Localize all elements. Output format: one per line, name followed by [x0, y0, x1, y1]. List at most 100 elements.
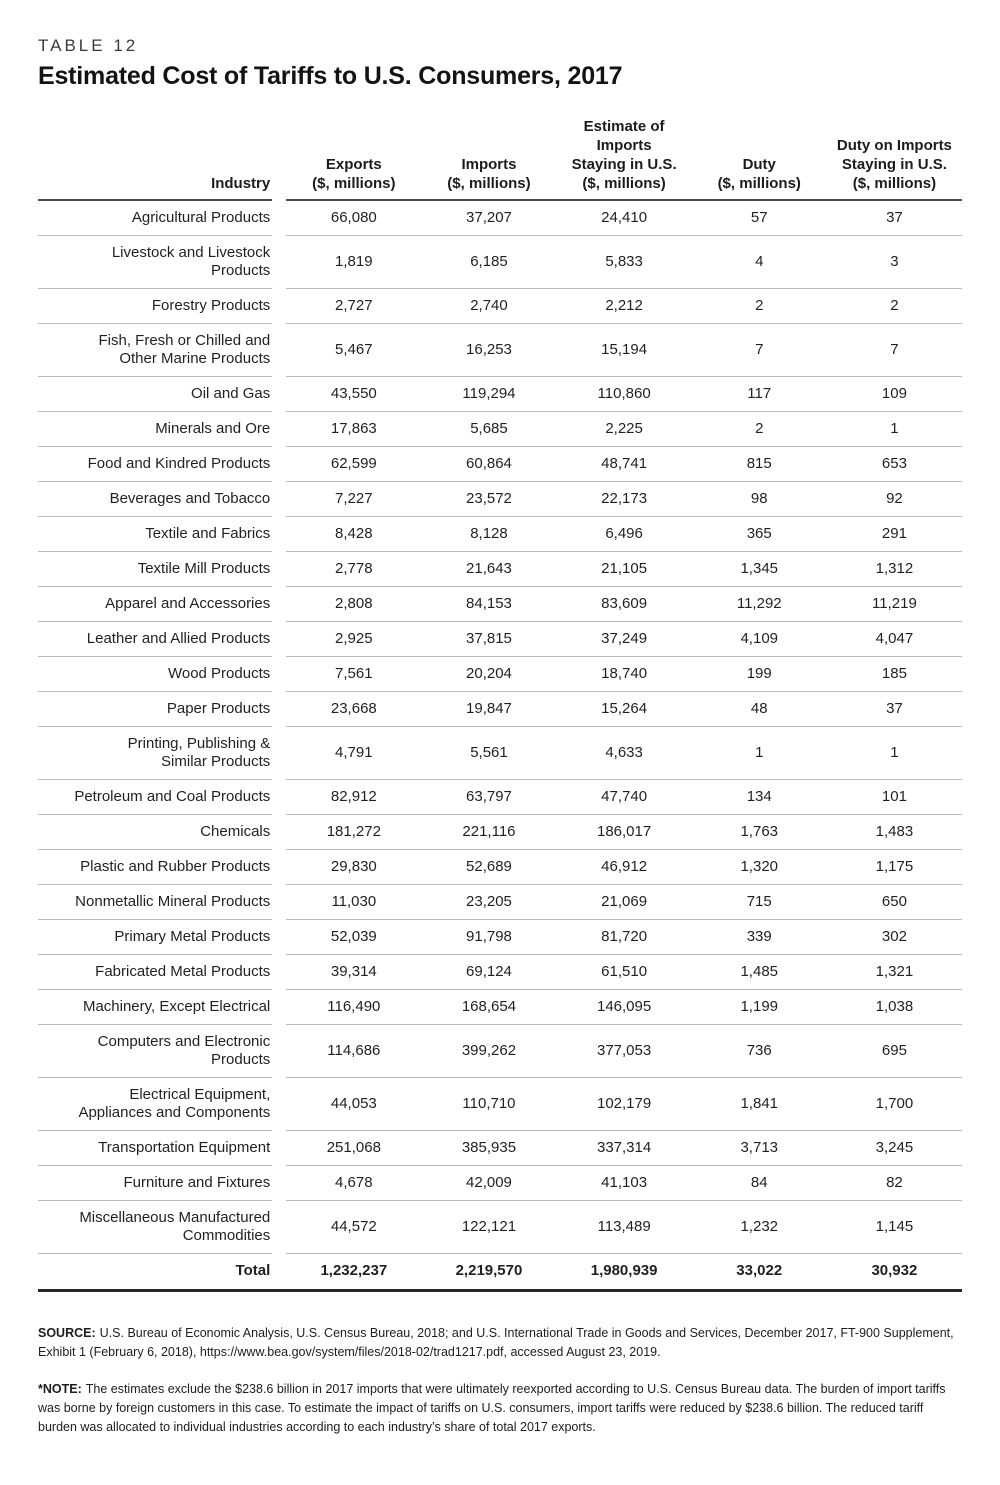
value-cell: 377,053: [556, 1024, 692, 1078]
value-cell: 2,808: [286, 586, 422, 622]
value-cell: 39,314: [286, 954, 422, 990]
value-cell: 653: [826, 446, 962, 482]
industry-cell: Petroleum and Coal Products: [38, 779, 273, 815]
industry-cell: Computers and Electronic Products: [38, 1024, 273, 1078]
value-cell: 385,935: [421, 1130, 557, 1166]
industry-cell: Textile Mill Products: [38, 551, 273, 587]
value-cell: 82: [826, 1165, 962, 1201]
table-row: Textile and Fabrics 8,428 8,128 6,496 365 291: [38, 516, 962, 552]
table-row: Leather and Allied Products 2,925 37,815 37…: [38, 621, 962, 657]
value-cell: 1,819: [286, 235, 422, 289]
value-cell: 5,467: [286, 323, 422, 377]
table-row: Wood Products 7,561 20,204 18,740 199 185: [38, 656, 962, 692]
value-cell: 4: [691, 235, 827, 289]
industry-cell: Textile and Fabrics: [38, 516, 273, 552]
value-cell: 736: [691, 1024, 827, 1078]
value-cell: 3,713: [691, 1130, 827, 1166]
value-cell: 339: [691, 919, 827, 955]
footnotes: SOURCE: U.S. Bureau of Economic Analysis,…: [38, 1324, 962, 1437]
source-text: U.S. Bureau of Economic Analysis, U.S. C…: [38, 1326, 954, 1359]
table-row: Fish, Fresh or Chilled and Other Marine …: [38, 323, 962, 377]
value-cell: 1,312: [826, 551, 962, 587]
value-cell: 63,797: [421, 779, 557, 815]
value-cell: 2,225: [556, 411, 692, 447]
industry-cell: Plastic and Rubber Products: [38, 849, 273, 885]
value-cell: 134: [691, 779, 827, 815]
column-gap: [272, 482, 286, 517]
industry-cell: Food and Kindred Products: [38, 446, 273, 482]
value-cell: 221,116: [421, 814, 557, 850]
value-cell: 110,860: [556, 376, 692, 412]
total-row: Total 1,232,237 2,219,570 1,980,939 33,0…: [38, 1253, 962, 1292]
table-row: Transportation Equipment 251,068 385,935 33…: [38, 1130, 962, 1166]
table-footer: Total 1,232,237 2,219,570 1,980,939 33,0…: [38, 1253, 962, 1292]
table-row: Chemicals 181,272 221,116 186,017 1,763 1,483: [38, 814, 962, 850]
value-cell: 62,599: [286, 446, 422, 482]
table-row: Miscellaneous Manufactured Commodities 44…: [38, 1200, 962, 1254]
column-header-industry: Industry: [38, 117, 273, 201]
value-cell: 715: [691, 884, 827, 920]
value-cell: 7,561: [286, 656, 422, 692]
note-label: *NOTE:: [38, 1382, 82, 1396]
value-cell: 42,009: [421, 1165, 557, 1201]
value-cell: 66,080: [286, 200, 422, 236]
value-cell: 21,069: [556, 884, 692, 920]
value-cell: 23,668: [286, 691, 422, 727]
value-cell: 2: [691, 288, 827, 324]
column-gap: [272, 1201, 286, 1254]
value-cell: 1,485: [691, 954, 827, 990]
column-gap: [272, 1166, 286, 1201]
value-cell: 3,245: [826, 1130, 962, 1166]
value-cell: 21,105: [556, 551, 692, 587]
total-label: Total: [38, 1253, 273, 1292]
column-gap: [272, 780, 286, 815]
column-header-duty-imports-staying: Duty on Imports Staying in U.S. ($, mill…: [826, 117, 962, 201]
column-gap: [272, 885, 286, 920]
value-cell: 186,017: [556, 814, 692, 850]
total-duty-imports-staying: 30,932: [826, 1253, 962, 1292]
table-row: Apparel and Accessories 2,808 84,153 83,609…: [38, 586, 962, 622]
value-cell: 44,053: [286, 1077, 422, 1131]
value-cell: 4,791: [286, 726, 422, 780]
table-number-label: TABLE 12: [38, 36, 139, 55]
value-cell: 181,272: [286, 814, 422, 850]
value-cell: 81,720: [556, 919, 692, 955]
value-cell: 1,763: [691, 814, 827, 850]
column-gap: [272, 200, 286, 236]
value-cell: 84: [691, 1165, 827, 1201]
industry-cell: Paper Products: [38, 691, 273, 727]
value-cell: 116,490: [286, 989, 422, 1025]
value-cell: 1,700: [826, 1077, 962, 1131]
value-cell: 146,095: [556, 989, 692, 1025]
value-cell: 57: [691, 200, 827, 236]
value-cell: 11,219: [826, 586, 962, 622]
value-cell: 1,321: [826, 954, 962, 990]
value-cell: 47,740: [556, 779, 692, 815]
column-gap: [272, 815, 286, 850]
value-cell: 5,685: [421, 411, 557, 447]
value-cell: 6,496: [556, 516, 692, 552]
value-cell: 15,194: [556, 323, 692, 377]
value-cell: 2,727: [286, 288, 422, 324]
value-cell: 2,740: [421, 288, 557, 324]
value-cell: 11,030: [286, 884, 422, 920]
table-row: Beverages and Tobacco 7,227 23,572 22,173 98…: [38, 481, 962, 517]
table-row: Electrical Equipment, Appliances and Com…: [38, 1077, 962, 1131]
column-gap: [272, 990, 286, 1025]
column-gap: [272, 727, 286, 780]
value-cell: 61,510: [556, 954, 692, 990]
value-cell: 24,410: [556, 200, 692, 236]
value-cell: 109: [826, 376, 962, 412]
value-cell: 650: [826, 884, 962, 920]
tariff-cost-table: Industry Exports ($, millions) Imports (…: [38, 117, 962, 1292]
value-cell: 695: [826, 1024, 962, 1078]
value-cell: 2: [691, 411, 827, 447]
table-row: Nonmetallic Mineral Products 11,030 23,205…: [38, 884, 962, 920]
value-cell: 1,232: [691, 1200, 827, 1254]
table-row: Agricultural Products 66,080 37,207 24,410 5…: [38, 200, 962, 236]
value-cell: 82,912: [286, 779, 422, 815]
column-gap: [272, 955, 286, 990]
value-cell: 37: [826, 691, 962, 727]
value-cell: 7: [691, 323, 827, 377]
